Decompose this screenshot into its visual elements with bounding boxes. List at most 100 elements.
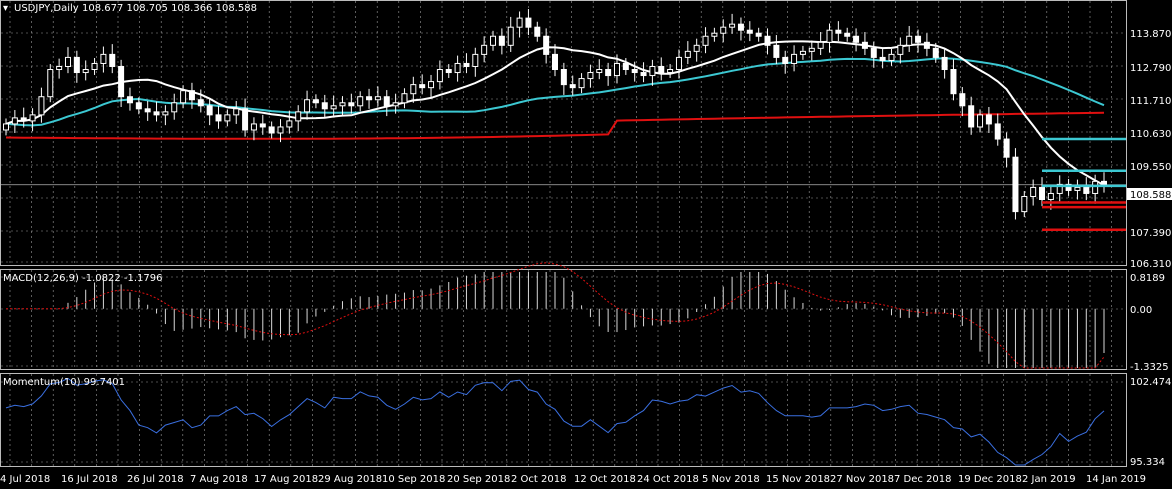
- momentum-line: [5, 377, 1105, 466]
- candle-up: [578, 78, 585, 89]
- candle-down: [870, 47, 877, 58]
- candle-down: [348, 102, 355, 107]
- date-label: 29 Aug 2018: [318, 474, 382, 485]
- ohlc-readout: 108.677 108.705 108.366 108.588: [82, 3, 257, 14]
- candle-down: [73, 56, 80, 74]
- candle-up: [720, 26, 727, 34]
- candle-up: [817, 41, 824, 49]
- momentum-panel[interactable]: [0, 373, 1127, 467]
- date-label: 4 Jul 2018: [0, 474, 50, 485]
- candle-down: [773, 44, 780, 58]
- candle-down: [206, 105, 213, 116]
- momentum-series: [5, 377, 1105, 466]
- candle-up: [711, 32, 718, 37]
- candle-down: [552, 53, 558, 71]
- candle-up: [454, 62, 461, 74]
- candle-up: [436, 69, 443, 83]
- candle-up: [100, 53, 107, 64]
- candle-down: [126, 96, 133, 104]
- candle-down: [959, 93, 966, 107]
- candle-up: [481, 44, 488, 55]
- candle-down: [746, 29, 753, 34]
- date-label: 7 Aug 2018: [190, 474, 248, 485]
- chart-title: USDJPY,Daily: [14, 3, 79, 14]
- candle-up: [91, 62, 98, 71]
- candle-up: [11, 117, 18, 125]
- candle-up: [516, 17, 523, 28]
- candle-up: [374, 96, 381, 101]
- grid-lines: [1, 1, 1126, 466]
- candle-up: [1092, 180, 1099, 194]
- candle-down: [950, 69, 957, 95]
- candle-down: [879, 56, 886, 61]
- candle-down: [242, 108, 249, 131]
- candle-up: [38, 96, 45, 116]
- candle-up: [507, 26, 514, 46]
- candle-up: [392, 102, 399, 107]
- symbol-icon: ▾: [3, 3, 8, 14]
- candle-down: [259, 123, 266, 128]
- price-tick-label: 111.710: [1130, 96, 1171, 107]
- candle-down: [534, 26, 541, 37]
- candle-down: [640, 72, 647, 77]
- candle-up: [357, 96, 364, 107]
- momentum-label: Momentum(10) 99.7401: [3, 377, 125, 388]
- candle-up: [826, 29, 833, 43]
- candle-down: [1065, 183, 1072, 191]
- candle-up: [295, 111, 302, 122]
- candle-down: [622, 62, 629, 71]
- candle-up: [47, 69, 54, 98]
- candle-up: [180, 90, 187, 104]
- candle-up: [977, 114, 984, 128]
- candle-down: [631, 69, 638, 74]
- candle-down: [737, 23, 744, 31]
- candle-down: [1083, 186, 1090, 194]
- macd-axis: 0.8189 0.00 -1.3325: [1130, 273, 1169, 373]
- candle-down: [941, 56, 948, 71]
- macd-tick-label: -1.3325: [1130, 362, 1169, 373]
- candle-down: [782, 56, 789, 64]
- candle-down: [968, 105, 975, 128]
- candle-up: [339, 102, 346, 107]
- date-label: 20 Sep 2018: [447, 474, 510, 485]
- candle-down: [994, 123, 1001, 140]
- date-label: 17 Aug 2018: [254, 474, 318, 485]
- candle-down: [419, 84, 426, 89]
- macd-label: MACD(12,26,9) -1.0822 -1.1796: [3, 273, 163, 284]
- candle-down: [1039, 186, 1046, 201]
- date-label: 2 Jan 2019: [1022, 474, 1076, 485]
- candle-down: [932, 47, 939, 58]
- candle-up: [56, 65, 63, 71]
- date-label: 2 Oct 2018: [511, 474, 566, 485]
- candle-up: [596, 69, 603, 74]
- candle-down: [463, 62, 470, 67]
- candle-down: [445, 69, 452, 74]
- candle-down: [215, 114, 222, 122]
- candle-up: [906, 35, 913, 46]
- candle-down: [658, 65, 665, 74]
- candle-down: [560, 69, 567, 86]
- price-tick-label: 113.870: [1130, 29, 1171, 40]
- candle-up: [1074, 186, 1081, 191]
- candle-up: [277, 126, 284, 134]
- candle-up: [799, 50, 806, 55]
- candle-down: [144, 108, 151, 113]
- price-axis: 113.870 112.790 111.710 110.630 109.550 …: [1127, 29, 1172, 270]
- macd-tick-label: 0.8189: [1130, 273, 1165, 284]
- candle-up: [1047, 192, 1054, 201]
- candle-down: [1003, 138, 1010, 158]
- candle-down: [985, 114, 992, 125]
- candle-up: [808, 47, 815, 52]
- macd-panel[interactable]: [0, 269, 1127, 370]
- date-label: 12 Oct 2018: [574, 474, 636, 485]
- price-panel[interactable]: [0, 0, 1127, 266]
- candle-up: [330, 105, 337, 110]
- candle-up: [286, 120, 293, 128]
- date-label: 24 Oct 2018: [637, 474, 699, 485]
- candle-down: [109, 53, 116, 67]
- candle-down: [755, 32, 762, 37]
- candle-up: [410, 84, 417, 95]
- candle-down: [1101, 180, 1107, 186]
- current-price-label: 108.588: [1130, 190, 1171, 201]
